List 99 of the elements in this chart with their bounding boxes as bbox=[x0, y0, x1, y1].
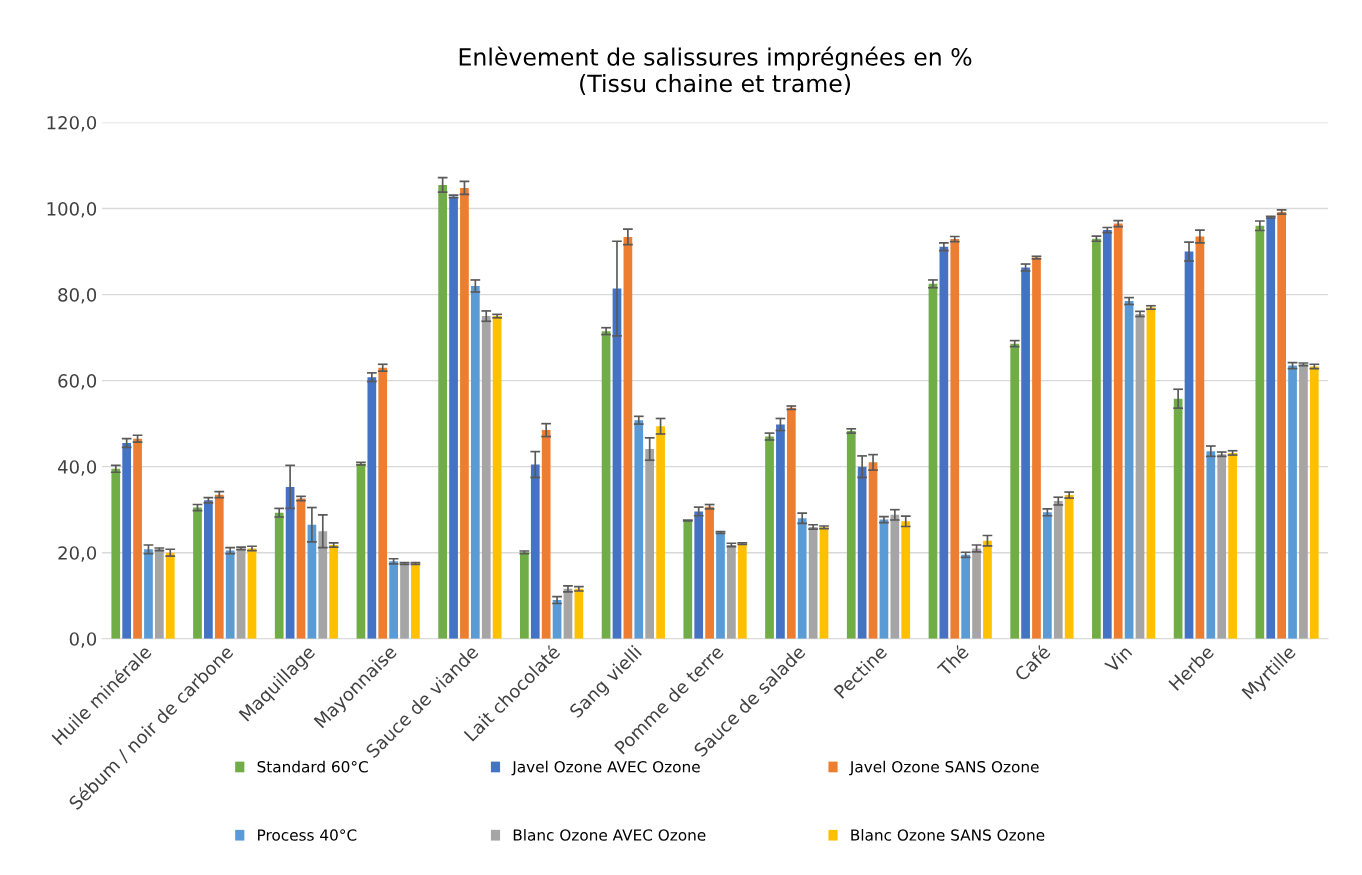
bar bbox=[530, 464, 540, 639]
bar bbox=[939, 246, 949, 639]
chart-title: Enlèvement de salissures imprégnées en % (Tissu chaine et trame) bbox=[459, 46, 972, 96]
bar bbox=[983, 540, 992, 639]
bar bbox=[716, 532, 725, 639]
bar bbox=[634, 420, 644, 639]
bar bbox=[1032, 257, 1041, 639]
bar bbox=[367, 377, 377, 639]
bar bbox=[868, 462, 878, 639]
bar bbox=[165, 552, 175, 639]
bar bbox=[449, 196, 458, 639]
bar bbox=[1021, 267, 1030, 639]
bar bbox=[1288, 365, 1297, 639]
bar bbox=[890, 514, 900, 639]
bar bbox=[776, 424, 785, 639]
bar bbox=[1043, 512, 1052, 639]
bar bbox=[950, 239, 960, 639]
bar bbox=[846, 430, 856, 639]
x-tick-label: Vin bbox=[1103, 644, 1133, 674]
bar bbox=[122, 443, 132, 639]
bar bbox=[318, 531, 328, 639]
bar bbox=[356, 463, 366, 639]
bar bbox=[438, 184, 448, 639]
bar bbox=[1299, 364, 1308, 639]
y-tick-label: 60,0 bbox=[58, 374, 97, 390]
bar bbox=[133, 438, 142, 639]
bar bbox=[411, 563, 420, 639]
bar bbox=[765, 436, 774, 639]
bar bbox=[400, 563, 409, 639]
legend-label: Standard 60°C bbox=[257, 760, 368, 773]
bar bbox=[574, 588, 584, 639]
bar bbox=[247, 548, 257, 639]
bar bbox=[1228, 452, 1237, 639]
bar bbox=[520, 552, 529, 639]
bar bbox=[155, 549, 164, 639]
bar bbox=[541, 430, 551, 639]
bar bbox=[481, 316, 491, 639]
bar bbox=[378, 367, 388, 639]
bar bbox=[144, 549, 153, 639]
bar bbox=[1124, 301, 1134, 639]
bar bbox=[961, 554, 971, 639]
bar bbox=[928, 283, 938, 639]
bar bbox=[274, 512, 284, 639]
bar bbox=[296, 498, 306, 639]
bar bbox=[797, 518, 807, 639]
bar bbox=[705, 506, 714, 639]
legend-label: Blanc Ozone AVEC Ozone bbox=[513, 828, 706, 841]
bar bbox=[214, 494, 224, 639]
bar bbox=[1092, 238, 1101, 639]
bar bbox=[879, 519, 889, 639]
bar bbox=[1277, 211, 1286, 639]
bar bbox=[1064, 495, 1074, 639]
bar bbox=[111, 468, 121, 639]
legend-label: Process 40°C bbox=[258, 829, 357, 841]
bar bbox=[1309, 366, 1319, 639]
bar bbox=[460, 187, 469, 639]
bar bbox=[1146, 307, 1156, 639]
bar bbox=[857, 466, 867, 639]
legend-label: Blanc Ozone SANS Ozone bbox=[851, 828, 1045, 841]
bar bbox=[492, 316, 502, 639]
bar bbox=[601, 331, 611, 639]
bar bbox=[683, 520, 693, 639]
y-tick-label: 80,0 bbox=[58, 288, 97, 304]
bar bbox=[786, 407, 796, 639]
bar bbox=[1255, 225, 1265, 639]
x-tick-label: Thé bbox=[935, 643, 970, 678]
y-tick-label: 120,0 bbox=[47, 115, 97, 132]
bar bbox=[204, 500, 213, 639]
bar bbox=[623, 236, 633, 639]
bar bbox=[656, 426, 665, 639]
bar bbox=[819, 527, 829, 639]
bar bbox=[1195, 236, 1205, 639]
bar bbox=[1266, 217, 1276, 639]
bar bbox=[1053, 501, 1063, 639]
bar bbox=[470, 285, 480, 639]
y-tick-label: 100,0 bbox=[47, 202, 97, 218]
bar bbox=[389, 561, 398, 639]
bar bbox=[193, 507, 202, 639]
bar bbox=[329, 544, 339, 639]
bar bbox=[694, 511, 704, 639]
bar bbox=[1010, 343, 1020, 639]
bar bbox=[1173, 398, 1183, 639]
legend-label: Javel Ozone AVEC Ozone bbox=[511, 760, 700, 776]
bar bbox=[1113, 223, 1123, 639]
y-tick-label: 40,0 bbox=[57, 460, 97, 476]
bar bbox=[727, 544, 736, 639]
y-tick-label: 20,0 bbox=[58, 546, 97, 562]
y-tick-label: 0,0 bbox=[69, 632, 97, 648]
legend-label: Javel Ozone SANS Ozone bbox=[849, 760, 1039, 776]
bar bbox=[1206, 451, 1216, 639]
bar bbox=[737, 543, 747, 639]
bar bbox=[1102, 230, 1112, 639]
bar bbox=[1217, 454, 1227, 639]
bar bbox=[225, 550, 235, 639]
bar bbox=[1184, 251, 1194, 639]
bar bbox=[1135, 313, 1145, 639]
bar bbox=[972, 548, 981, 639]
bar bbox=[901, 521, 911, 639]
bar bbox=[645, 449, 655, 639]
